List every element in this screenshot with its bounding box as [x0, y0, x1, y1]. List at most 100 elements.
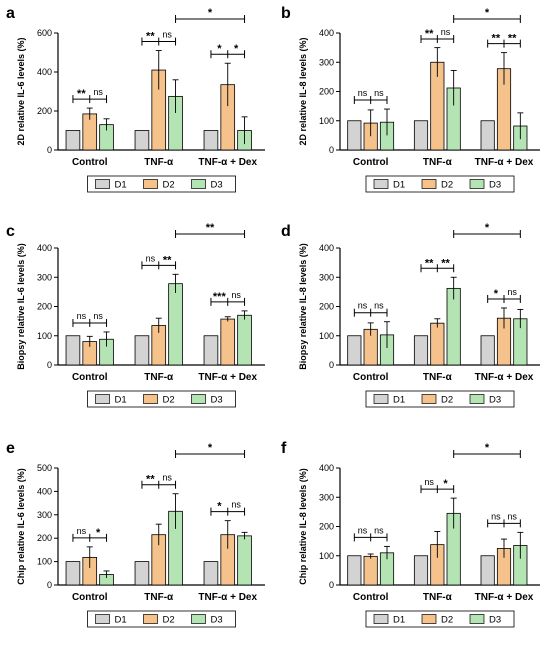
legend-swatch-d3 [469, 179, 485, 189]
legend-swatch-d1 [373, 614, 389, 624]
y-tick-label: 300 [37, 510, 52, 520]
legend-swatch-d2 [143, 614, 158, 624]
legend-swatch-d1 [95, 394, 110, 404]
y-tick-label: 100 [319, 551, 334, 561]
bar-d1 [413, 555, 429, 586]
bar-d1 [65, 561, 81, 586]
bar-d3 [168, 283, 183, 366]
y-tick-label: 300 [319, 492, 334, 502]
panel-label: c [6, 223, 15, 240]
significance-label: ns [93, 87, 103, 97]
bar-d1 [65, 335, 81, 366]
significance-label: ns [374, 88, 384, 98]
x-category-label: TNF-α + Dex [198, 372, 257, 383]
significance-label: ns [358, 301, 368, 311]
legend-swatch-d2 [421, 394, 437, 404]
y-tick-label: 500 [37, 463, 52, 473]
chart-panel-f: f Chip relative IL-8 levels (%) 0 100 200 300… [281, 440, 540, 628]
significance-label: * [96, 527, 101, 539]
legend-label: D2 [441, 395, 453, 406]
panel-label: b [281, 5, 291, 22]
legend-label: D2 [163, 395, 175, 406]
significance-label: ** [206, 222, 215, 234]
significance-label: ns [77, 526, 87, 536]
legend-label: D3 [211, 395, 223, 406]
bar-d1 [480, 555, 495, 586]
significance-label: ns [162, 30, 172, 40]
significance-label: * [217, 43, 222, 55]
significance-label: ** [163, 254, 172, 266]
y-tick-label: 100 [319, 331, 334, 341]
panel-label: e [6, 440, 15, 457]
y-tick-label: 400 [319, 28, 334, 38]
bar-d2 [430, 322, 445, 366]
significance-label: ns [374, 301, 384, 311]
significance-label: ns [424, 477, 434, 487]
legend-swatch-d2 [421, 179, 437, 189]
y-tick-label: 200 [37, 533, 52, 543]
bar-d1 [134, 335, 150, 366]
y-tick-label: 200 [37, 302, 52, 312]
legend-swatch-d3 [191, 614, 206, 624]
y-tick-label: 0 [329, 360, 334, 370]
chart-panel-b: b 2D relative IL-8 levels (%) 0 100 200 300 40… [281, 5, 540, 193]
legend-label: D3 [211, 615, 223, 626]
x-category-label: Control [353, 157, 389, 168]
chart-panel-d: d Biopsy relative IL-8 levels (%) 0 100 200 3… [281, 222, 540, 408]
legend-swatch-d3 [469, 614, 485, 624]
y-axis-label: Biopsy relative IL-8 levels (%) [298, 243, 308, 370]
significance-label: * [485, 442, 490, 454]
legend: D1 D2 D3 [365, 175, 515, 193]
legend-label: D1 [393, 615, 405, 626]
legend-swatch-d2 [143, 394, 158, 404]
bar-d1 [480, 120, 495, 151]
legend-swatch-d3 [469, 394, 485, 404]
x-category-label: TNF-α [144, 592, 174, 603]
bar-d1 [65, 130, 81, 151]
significance-label: ns [374, 525, 384, 535]
x-category-label: TNF-α [144, 372, 174, 383]
legend-label: D2 [163, 615, 175, 626]
x-category-label: TNF-α + Dex [475, 157, 534, 168]
legend-swatch-d3 [191, 394, 206, 404]
x-category-label: Control [72, 157, 108, 168]
significance-label: * [485, 7, 490, 19]
y-tick-label: 400 [37, 486, 52, 496]
y-tick-label: 0 [47, 145, 52, 155]
significance-label: ns [358, 525, 368, 535]
significance-label: ns [146, 253, 156, 263]
legend-swatch-d1 [373, 179, 389, 189]
y-tick-label: 200 [37, 106, 52, 116]
y-tick-label: 0 [329, 580, 334, 590]
legend: D1 D2 D3 [87, 390, 236, 408]
legend: D1 D2 D3 [87, 610, 236, 628]
y-axis-label: Chip relative IL-8 levels (%) [298, 468, 308, 585]
x-category-label: TNF-α + Dex [475, 372, 534, 383]
legend-label: D2 [441, 615, 453, 626]
significance-label: ns [231, 500, 241, 510]
bar-d3 [237, 314, 252, 366]
significance-label: ns [93, 311, 103, 321]
legend-label: D3 [489, 395, 501, 406]
significance-label: * [485, 222, 490, 234]
y-tick-label: 100 [319, 116, 334, 126]
x-category-label: Control [72, 372, 108, 383]
y-tick-label: 300 [37, 272, 52, 282]
legend: D1 D2 D3 [365, 610, 515, 628]
x-category-label: TNF-α [423, 372, 453, 383]
bar-d1 [413, 335, 429, 366]
significance-label: ** [441, 257, 450, 269]
significance-label: ** [77, 88, 86, 100]
y-tick-label: 0 [329, 145, 334, 155]
legend-label: D1 [115, 395, 127, 406]
significance-label: ns [507, 287, 517, 297]
y-tick-label: 0 [47, 580, 52, 590]
x-category-label: Control [353, 592, 389, 603]
bar-d1 [134, 561, 150, 586]
y-tick-label: 100 [37, 331, 52, 341]
y-tick-label: 200 [319, 302, 334, 312]
legend-label: D2 [163, 180, 175, 191]
legend-swatch-d3 [191, 179, 206, 189]
bar-d1 [134, 130, 150, 151]
